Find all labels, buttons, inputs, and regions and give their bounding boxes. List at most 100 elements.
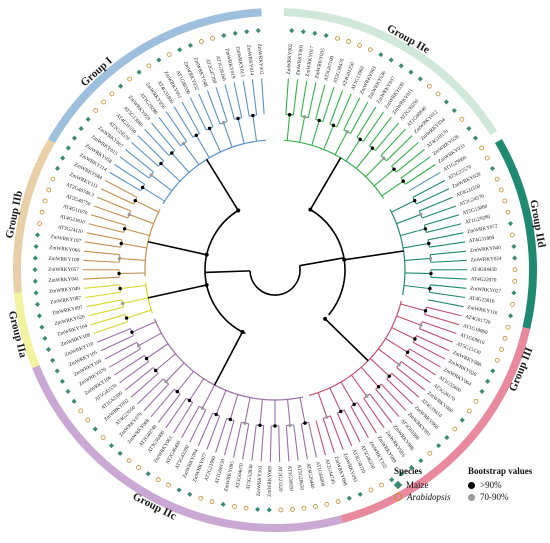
clade-stem: [172, 153, 189, 173]
gray-dot-icon: [468, 494, 475, 501]
terminal-branch: [279, 426, 280, 462]
terminal-branch: [413, 342, 445, 359]
terminal-branch: [84, 251, 120, 255]
clade-stem: [202, 385, 214, 408]
terminal-branch: [410, 349, 441, 367]
terminal-branch: [270, 426, 271, 462]
arabidopsis-marker: [467, 409, 471, 413]
bootstrap-dot: [154, 369, 157, 372]
clade-stem: [196, 135, 209, 157]
terminal-branch: [216, 87, 227, 121]
maize-marker: [267, 507, 272, 512]
arabidopsis-marker: [102, 100, 106, 104]
bootstrap-dot: [145, 357, 148, 360]
clade-stem: [404, 286, 430, 289]
leaf-label: AT2G23320: [277, 466, 284, 492]
arabidopsis-marker: [485, 156, 489, 160]
terminal-branch: [417, 336, 450, 351]
bootstrap-dot: [164, 380, 167, 383]
arabidopsis-marker: [495, 177, 499, 181]
maize-marker: [485, 379, 490, 384]
clade-stem: [385, 339, 407, 353]
maize-marker: [511, 244, 516, 249]
clade-stem: [391, 201, 414, 213]
terminal-branch: [392, 142, 419, 166]
terminal-branch: [301, 424, 307, 459]
bootstrap-dot: [339, 410, 342, 413]
maize-marker: [479, 389, 484, 394]
clade-stem: [135, 201, 158, 213]
clade-stem: [127, 310, 152, 318]
clade-stem: [119, 258, 145, 260]
legend-item-maize: Maize: [394, 479, 464, 491]
bootstrap-dot: [429, 257, 432, 260]
bootstrap-dot: [413, 199, 416, 202]
maize-marker: [358, 492, 363, 497]
maize-marker: [35, 232, 40, 237]
terminal-branch: [87, 233, 122, 240]
clade-stem: [374, 169, 394, 186]
maize-marker: [389, 57, 394, 62]
terminal-branch: [190, 98, 206, 130]
terminal-branch: [89, 307, 124, 316]
leaf-label: ZmWRKY066: [49, 245, 81, 254]
root-stem: [205, 271, 250, 273]
clade-stem: [351, 375, 366, 396]
terminal-branch: [376, 389, 399, 417]
terminal-branch: [243, 81, 249, 117]
clade-stem: [361, 367, 378, 386]
clade-stem: [287, 115, 289, 141]
maize-marker: [233, 31, 238, 36]
terminal-branch: [286, 78, 289, 114]
arabidopsis-label: Arabidopsis: [407, 492, 451, 502]
arabidopsis-marker: [199, 40, 203, 44]
clade-stem: [129, 214, 153, 223]
terminal-branch: [89, 224, 124, 233]
leaf-label: AT3G04670: [235, 462, 245, 489]
terminal-branch: [234, 422, 242, 457]
maize-marker: [50, 358, 55, 363]
clade-stem: [405, 258, 431, 260]
terminal-branch: [351, 102, 368, 134]
terminal-branch: [397, 368, 425, 391]
bootstrap-legend-title: Bootstrap values: [468, 466, 544, 476]
terminal-branch: [308, 82, 316, 117]
arabidopsis-marker: [147, 64, 151, 68]
species-legend-title: Species: [394, 466, 464, 476]
bootstrap-dot: [117, 272, 120, 275]
clade-stem: [318, 393, 327, 418]
clade-stem: [346, 139, 360, 161]
clade-stem: [324, 125, 334, 149]
bootstrap-dot: [123, 227, 126, 230]
bootstrap-dot: [424, 309, 427, 312]
maize-marker: [42, 336, 47, 341]
leaf-label: ZmWRKY069: [267, 465, 274, 496]
clade-stem: [288, 399, 291, 425]
high-label: >90%: [480, 480, 502, 490]
bootstrap-dot: [303, 421, 306, 424]
terminal-branch: [316, 85, 325, 120]
maize-marker: [60, 156, 65, 161]
terminal-branch: [363, 112, 383, 142]
bootstrap-dot: [406, 350, 409, 353]
arabidopsis-marker: [495, 358, 499, 362]
bootstrap-dot: [288, 424, 291, 427]
clade-stem: [400, 304, 425, 311]
arabidopsis-marker: [199, 496, 203, 500]
terminal-branch: [83, 277, 119, 279]
terminal-branch: [262, 78, 265, 114]
clade-stem: [238, 118, 244, 143]
arabidopsis-marker: [127, 459, 131, 463]
terminal-branch: [182, 406, 200, 437]
legend-item-high: >90%: [468, 479, 544, 491]
terminal-branch: [252, 79, 256, 115]
bootstrap-dot: [352, 403, 355, 406]
terminal-branch: [152, 123, 175, 151]
terminal-branch: [138, 379, 164, 404]
leaf-label: ZmWRKY057: [48, 267, 79, 273]
maize-marker: [109, 443, 114, 448]
terminal-branch: [427, 307, 462, 316]
bootstrap-dot: [345, 130, 348, 133]
leaf-label: ZmWRKY049: [49, 286, 81, 295]
maize-marker: [378, 52, 383, 57]
